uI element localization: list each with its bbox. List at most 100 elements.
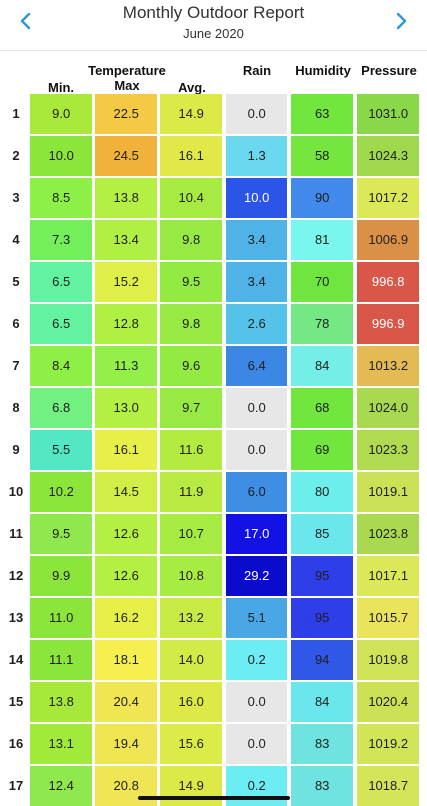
- table-row: 13 11.0 16.2 13.2 5.1 95 1015.7: [0, 598, 427, 638]
- humidity-cell: 69: [291, 430, 354, 470]
- max-cell: 15.2: [95, 262, 158, 302]
- min-cell: 13.1: [30, 724, 93, 764]
- pressure-cell: 1031.0: [357, 94, 420, 134]
- pressure-cell: 1006.9: [357, 220, 420, 260]
- table-row: 15 13.8 20.4 16.0 0.0 84 1020.4: [0, 682, 427, 722]
- pressure-cell: 1024.3: [357, 136, 420, 176]
- next-month-button[interactable]: [387, 6, 417, 36]
- min-cell: 8.5: [30, 178, 93, 218]
- avg-cell: 10.7: [160, 514, 223, 554]
- avg-cell: 14.9: [160, 766, 223, 806]
- max-cell: 13.4: [95, 220, 158, 260]
- avg-cell: 9.7: [160, 388, 223, 428]
- max-cell: 19.4: [95, 724, 158, 764]
- row-day-label: 1: [12, 106, 20, 121]
- column-header-temperature: Temperature: [88, 63, 166, 78]
- min-cell: 10.0: [30, 136, 93, 176]
- min-cell: 13.8: [30, 682, 93, 722]
- row-day-label: 16: [8, 736, 24, 751]
- humidity-cell: 81: [291, 220, 354, 260]
- table-row: 16 13.1 19.4 15.6 0.0 83 1019.2: [0, 724, 427, 764]
- min-cell: 11.1: [30, 640, 93, 680]
- table-row: 8 6.8 13.0 9.7 0.0 68 1024.0: [0, 388, 427, 428]
- avg-cell: 14.9: [160, 94, 223, 134]
- pressure-cell: 996.8: [357, 262, 420, 302]
- row-day-label: 2: [12, 148, 20, 163]
- humidity-cell: 70: [291, 262, 354, 302]
- avg-cell: 11.9: [160, 472, 223, 512]
- pressure-cell: 1023.8: [357, 514, 420, 554]
- pressure-cell: 1015.7: [357, 598, 420, 638]
- rain-cell: 0.2: [226, 640, 288, 680]
- column-header-humidity: Humidity: [295, 63, 351, 78]
- row-day-label: 6: [12, 316, 20, 331]
- pressure-cell: 1017.1: [357, 556, 420, 596]
- row-day-label: 8: [12, 400, 20, 415]
- column-header-rain: Rain: [242, 63, 272, 78]
- row-day-label: 14: [8, 652, 24, 667]
- max-cell: 18.1: [95, 640, 158, 680]
- pressure-cell: 1023.3: [357, 430, 420, 470]
- max-cell: 12.8: [95, 304, 158, 344]
- pressure-cell: 1024.0: [357, 388, 420, 428]
- previous-month-button[interactable]: [10, 6, 40, 36]
- max-cell: 11.3: [95, 346, 158, 386]
- max-cell: 24.5: [95, 136, 158, 176]
- humidity-cell: 63: [291, 94, 354, 134]
- humidity-cell: 78: [291, 304, 354, 344]
- avg-cell: 9.6: [160, 346, 223, 386]
- table-row: 3 8.5 13.8 10.4 10.0 90 1017.2: [0, 178, 427, 218]
- row-day-label: 15: [8, 694, 24, 709]
- rain-cell: 6.0: [226, 472, 288, 512]
- table-row: 10 10.2 14.5 11.9 6.0 80 1019.1: [0, 472, 427, 512]
- humidity-cell: 68: [291, 388, 354, 428]
- max-cell: 16.2: [95, 598, 158, 638]
- row-day-label: 12: [8, 568, 24, 583]
- max-cell: 14.5: [95, 472, 158, 512]
- row-day-label: 11: [9, 526, 23, 541]
- max-cell: 22.5: [95, 94, 158, 134]
- max-cell: 12.6: [95, 556, 158, 596]
- min-cell: 5.5: [30, 430, 93, 470]
- table-row: 4 7.3 13.4 9.8 3.4 81 1006.9: [0, 220, 427, 260]
- humidity-cell: 90: [291, 178, 354, 218]
- rain-cell: 0.0: [226, 724, 288, 764]
- home-indicator: [138, 796, 290, 800]
- row-day-label: 17: [8, 778, 24, 793]
- table-row: 9 5.5 16.1 11.6 0.0 69 1023.3: [0, 430, 427, 470]
- column-header-min: Min.: [48, 80, 74, 95]
- table-row: 2 10.0 24.5 16.1 1.3 58 1024.3: [0, 136, 427, 176]
- rain-cell: 0.2: [226, 766, 288, 806]
- min-cell: 9.9: [30, 556, 93, 596]
- column-header-max: Max: [114, 78, 140, 93]
- min-cell: 6.5: [30, 262, 93, 302]
- rain-cell: 3.4: [226, 262, 288, 302]
- page-title: Monthly Outdoor Report: [122, 3, 305, 22]
- table-row: 7 8.4 11.3 9.6 6.4 84 1013.2: [0, 346, 427, 386]
- pressure-cell: 1019.8: [357, 640, 420, 680]
- humidity-cell: 84: [291, 346, 354, 386]
- humidity-cell: 94: [291, 640, 354, 680]
- column-header-pressure: Pressure: [361, 63, 417, 78]
- chevron-left-icon: [20, 12, 31, 30]
- table-row: 17 12.4 20.8 14.9 0.2 83 1018.7: [0, 766, 427, 806]
- min-cell: 11.0: [30, 598, 93, 638]
- min-cell: 9.5: [30, 514, 93, 554]
- max-cell: 20.8: [95, 766, 158, 806]
- avg-cell: 10.8: [160, 556, 223, 596]
- table-row: 5 6.5 15.2 9.5 3.4 70 996.8: [0, 262, 427, 302]
- row-day-label: 7: [12, 358, 20, 373]
- rain-cell: 0.0: [226, 94, 288, 134]
- humidity-cell: 83: [291, 766, 354, 806]
- max-cell: 20.4: [95, 682, 158, 722]
- row-day-label: 5: [12, 274, 20, 289]
- column-header-avg: Avg.: [178, 80, 206, 95]
- rain-cell: 5.1: [226, 598, 288, 638]
- humidity-cell: 84: [291, 682, 354, 722]
- avg-cell: 9.8: [160, 304, 223, 344]
- rain-cell: 1.3: [226, 136, 288, 176]
- row-day-label: 9: [12, 442, 20, 457]
- report-header: Monthly Outdoor Report June 2020: [0, 0, 427, 51]
- row-day-label: 3: [12, 190, 20, 205]
- row-day-label: 13: [8, 610, 24, 625]
